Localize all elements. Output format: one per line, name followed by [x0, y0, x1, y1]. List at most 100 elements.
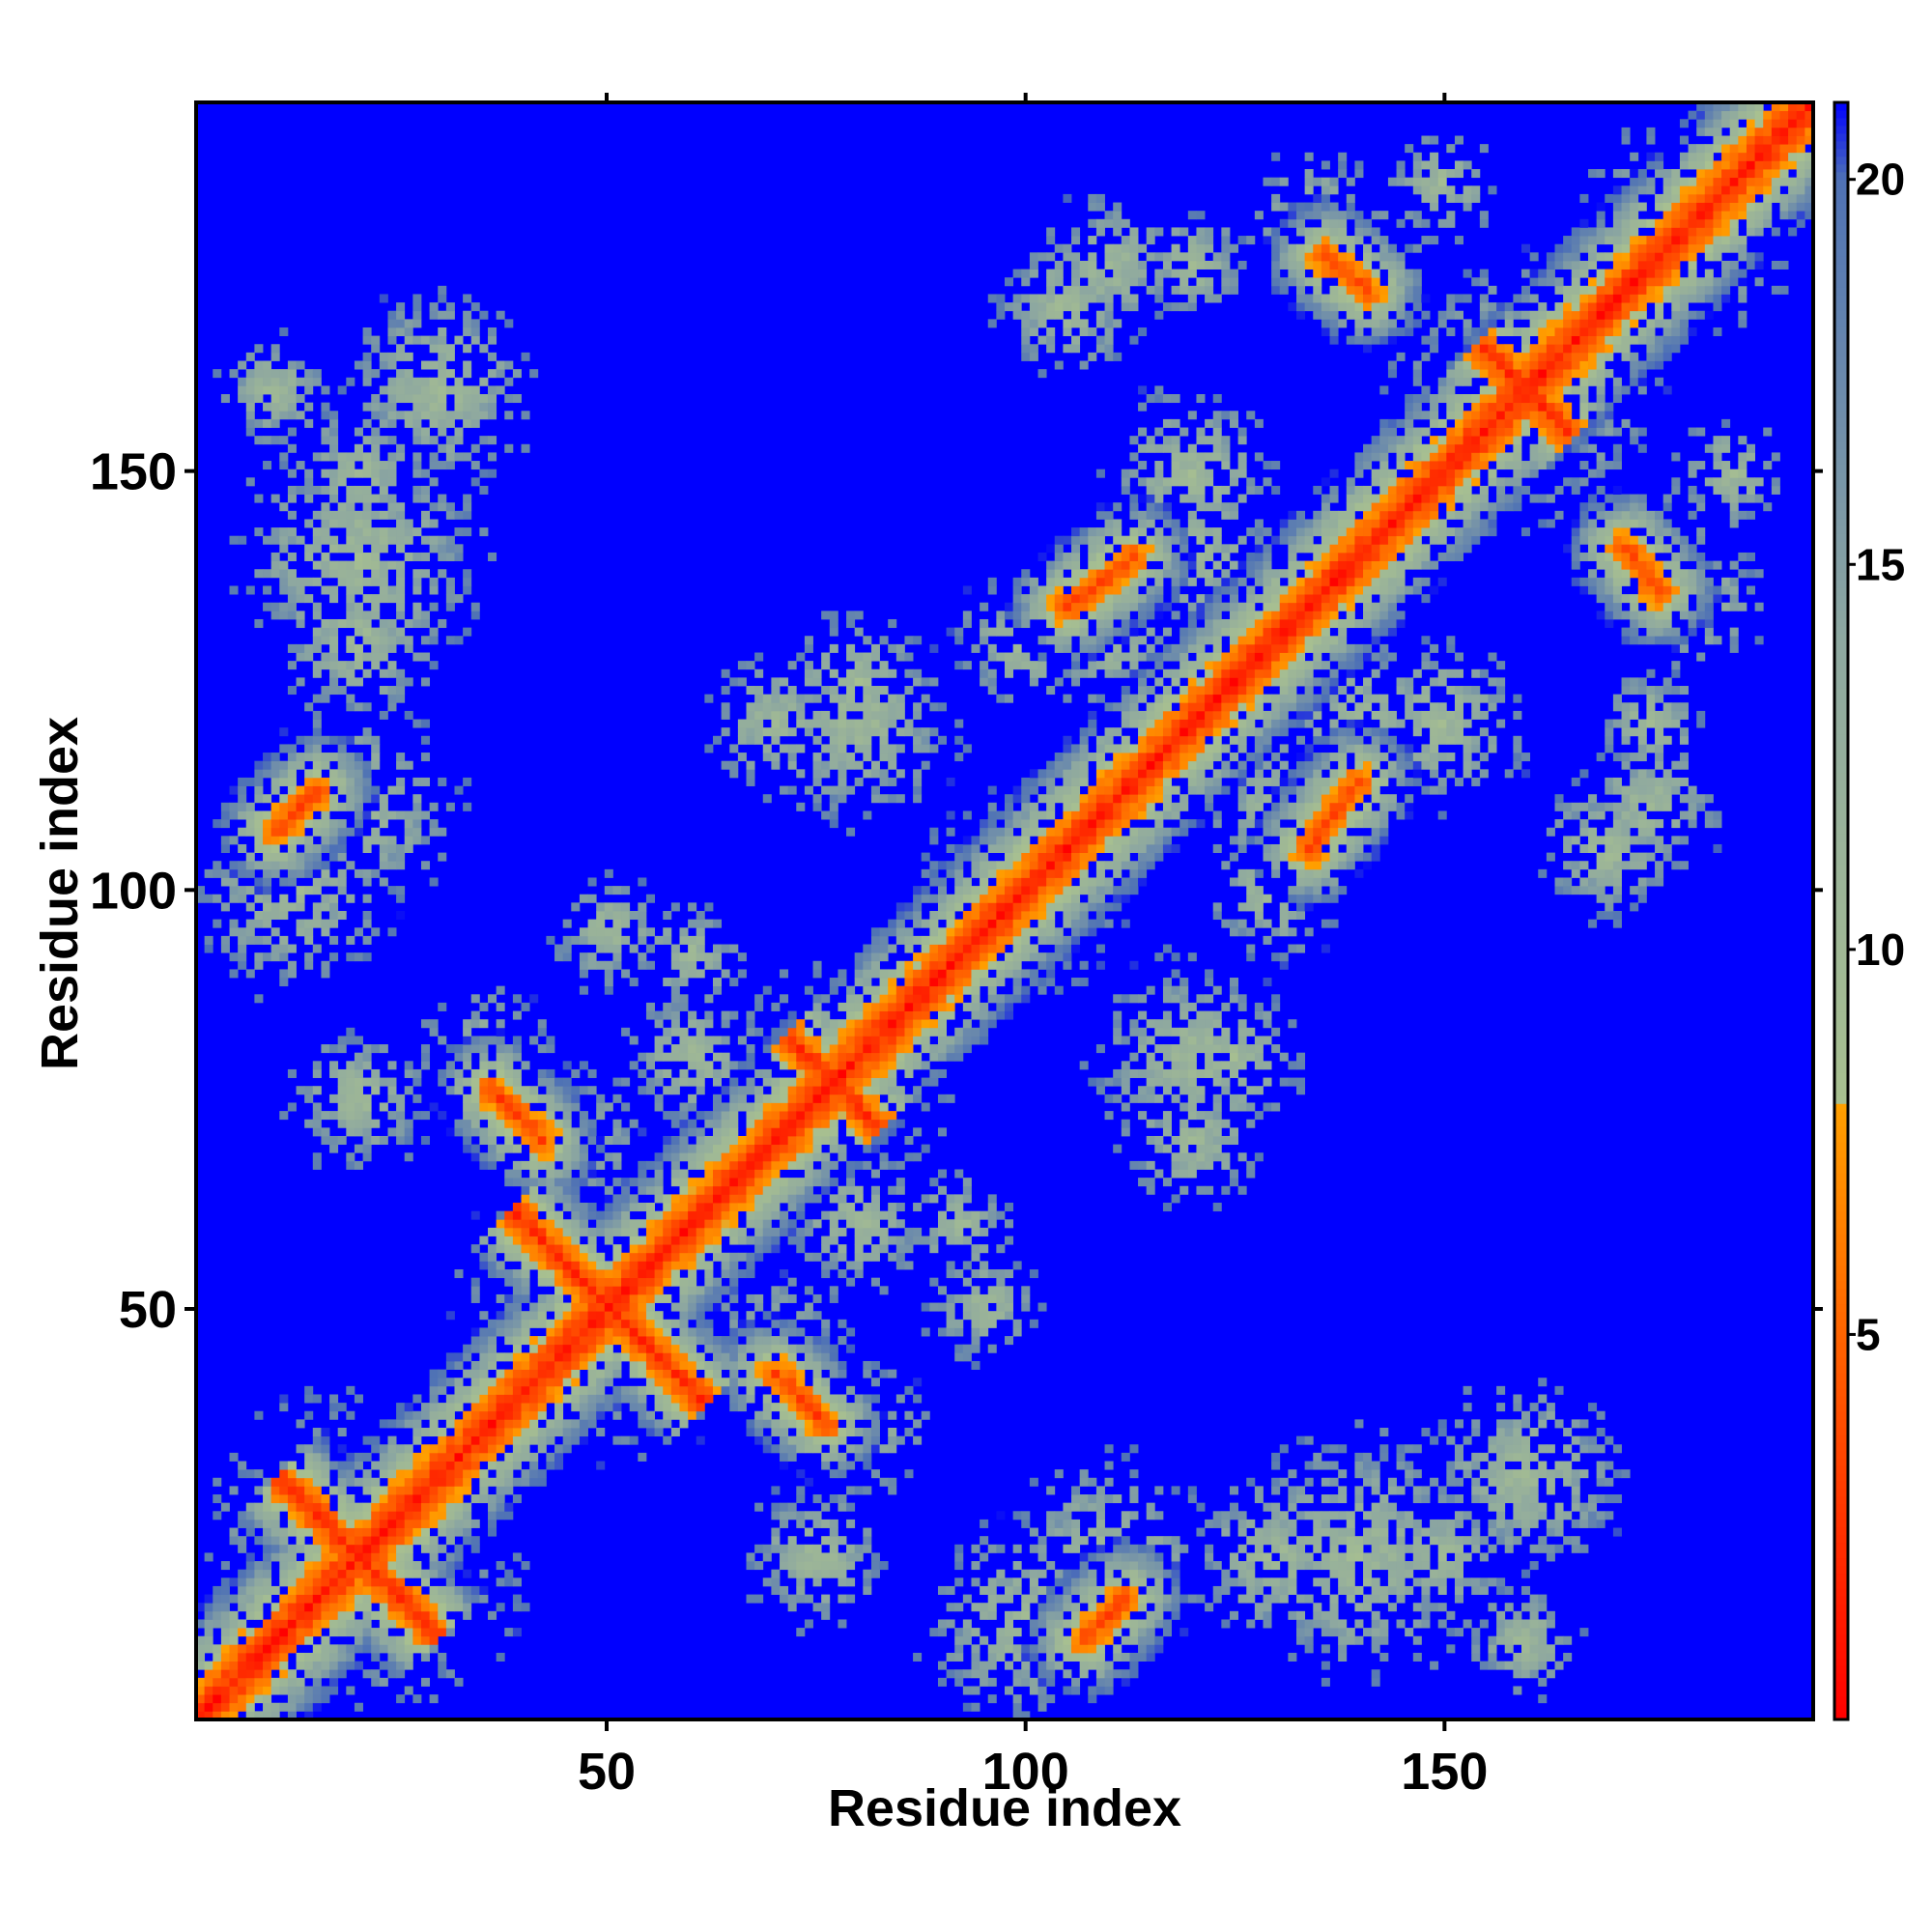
- heatmap-cell: [670, 952, 680, 962]
- heatmap-cell: [470, 994, 480, 1004]
- heatmap-cell: [304, 519, 314, 528]
- heatmap-cell: [596, 1302, 606, 1312]
- heatmap-cell: [529, 1311, 539, 1321]
- heatmap-cell: [287, 944, 297, 953]
- heatmap-cell: [470, 1360, 480, 1370]
- heatmap-cell: [579, 1352, 588, 1362]
- heatmap-cell: [754, 994, 764, 1004]
- heatmap-cell: [821, 1319, 831, 1328]
- heatmap-cell: [404, 1127, 413, 1137]
- heatmap-cell: [904, 686, 914, 696]
- heatmap-cell: [379, 1594, 388, 1604]
- heatmap-cell: [604, 1360, 613, 1370]
- heatmap-cell: [562, 1344, 572, 1353]
- heatmap-cell: [870, 1244, 880, 1254]
- heatmap-cell: [362, 1610, 372, 1620]
- heatmap-cell: [587, 1311, 597, 1321]
- heatmap-cell: [245, 886, 255, 895]
- heatmap-cell: [287, 1603, 297, 1612]
- heatmap-cell: [412, 569, 422, 579]
- heatmap-cell: [304, 919, 314, 928]
- heatmap-cell: [629, 978, 639, 987]
- heatmap-cell: [337, 1461, 347, 1470]
- heatmap-cell: [612, 1435, 622, 1445]
- heatmap-cell: [612, 1385, 622, 1395]
- heatmap-cell: [838, 1027, 847, 1037]
- heatmap-cell: [780, 1286, 789, 1295]
- heatmap-cell: [812, 1068, 822, 1078]
- heatmap-cell: [321, 1694, 330, 1704]
- heatmap-cell: [821, 1452, 831, 1462]
- heatmap-cell: [445, 461, 455, 470]
- heatmap-cell: [929, 1027, 939, 1037]
- heatmap-cell: [362, 760, 372, 770]
- heatmap-cell: [821, 1019, 831, 1029]
- heatmap-cell: [196, 1677, 206, 1687]
- heatmap-cell: [296, 1577, 305, 1587]
- heatmap-cell: [854, 1219, 864, 1229]
- heatmap-cell: [821, 1102, 831, 1112]
- heatmap-cell: [812, 1061, 822, 1070]
- heatmap-cell: [213, 369, 222, 379]
- heatmap-cell: [663, 1027, 672, 1037]
- heatmap-cell: [854, 1052, 864, 1062]
- heatmap-cell: [663, 1261, 672, 1270]
- heatmap-cell: [346, 1461, 355, 1470]
- heatmap-cell: [787, 1061, 797, 1070]
- heatmap-cell: [438, 852, 447, 862]
- heatmap-cell: [554, 952, 564, 962]
- heatmap-cell: [337, 1036, 347, 1045]
- heatmap-cell: [412, 394, 422, 404]
- heatmap-cell: [688, 944, 697, 953]
- heatmap-cell: [679, 1178, 689, 1187]
- heatmap-cell: [854, 1077, 864, 1087]
- heatmap-cell: [554, 1394, 564, 1404]
- heatmap-cell: [696, 1185, 705, 1195]
- heatmap-cell: [529, 1352, 539, 1362]
- heatmap-cell: [396, 1127, 406, 1137]
- heatmap-cell: [296, 810, 305, 820]
- heatmap-cell: [204, 1603, 213, 1612]
- heatmap-cell: [854, 1135, 864, 1146]
- heatmap-cell: [863, 702, 872, 712]
- heatmap-cell: [420, 735, 431, 745]
- heatmap-cell: [454, 1269, 464, 1279]
- heatmap-cell: [879, 1135, 889, 1146]
- heatmap-cell: [404, 1544, 413, 1553]
- heatmap-cell: [846, 1160, 856, 1170]
- heatmap-cell: [670, 944, 680, 953]
- heatmap-cell: [379, 477, 388, 487]
- heatmap-cell: [479, 1135, 489, 1146]
- heatmap-cell: [596, 1369, 606, 1378]
- heatmap-cell: [913, 902, 923, 912]
- heatmap-cell: [463, 1385, 472, 1395]
- heatmap-cell: [596, 1327, 606, 1337]
- heatmap-cell: [729, 1203, 739, 1212]
- heatmap-cell: [296, 735, 305, 745]
- heatmap-cell: [879, 769, 889, 779]
- heatmap-cell: [512, 1302, 522, 1312]
- heatmap-cell: [929, 677, 939, 687]
- heatmap-cell: [829, 1111, 838, 1121]
- heatmap-cell: [346, 1686, 355, 1695]
- heatmap-cell: [737, 727, 747, 737]
- heatmap-cell: [670, 1302, 680, 1312]
- heatmap-cell: [971, 1269, 980, 1279]
- heatmap-cell: [321, 627, 330, 637]
- heatmap-cell: [445, 1552, 455, 1562]
- heatmap-cell: [754, 686, 764, 696]
- heatmap-cell: [879, 1086, 889, 1095]
- heatmap-cell: [838, 1469, 847, 1479]
- heatmap-cell: [396, 1694, 406, 1704]
- heatmap-cell: [496, 1044, 505, 1054]
- heatmap-cell: [238, 1577, 247, 1587]
- heatmap-cell: [279, 760, 289, 770]
- heatmap-cell: [371, 810, 381, 820]
- heatmap-cell: [954, 1669, 964, 1679]
- heatmap-cell: [346, 702, 355, 712]
- heatmap-cell: [621, 1344, 631, 1353]
- heatmap-cell: [729, 1135, 739, 1146]
- heatmap-cell: [913, 1019, 923, 1029]
- heatmap-cell: [296, 1635, 305, 1645]
- heatmap-cell: [279, 1552, 289, 1562]
